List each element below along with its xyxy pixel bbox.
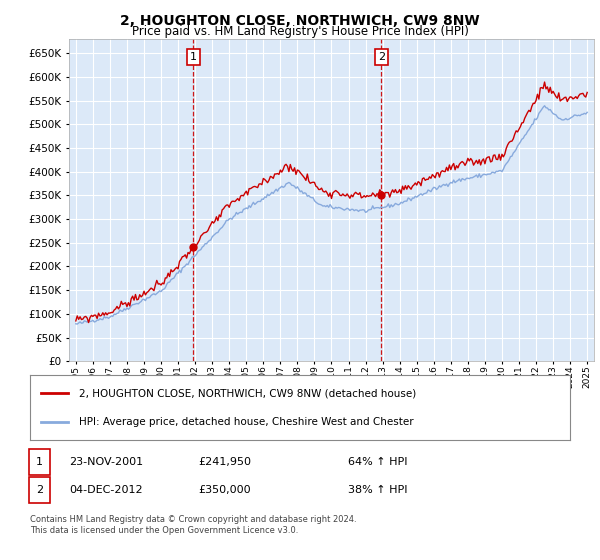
Text: 1: 1 [190, 52, 197, 62]
Text: Price paid vs. HM Land Registry's House Price Index (HPI): Price paid vs. HM Land Registry's House … [131, 25, 469, 38]
Text: 04-DEC-2012: 04-DEC-2012 [69, 485, 143, 495]
Text: £241,950: £241,950 [198, 457, 251, 467]
Text: 2, HOUGHTON CLOSE, NORTHWICH, CW9 8NW: 2, HOUGHTON CLOSE, NORTHWICH, CW9 8NW [120, 14, 480, 28]
Text: 64% ↑ HPI: 64% ↑ HPI [348, 457, 407, 467]
Text: This data is licensed under the Open Government Licence v3.0.: This data is licensed under the Open Gov… [30, 526, 298, 535]
Text: 1: 1 [36, 457, 43, 467]
Text: 2: 2 [378, 52, 385, 62]
Text: 2, HOUGHTON CLOSE, NORTHWICH, CW9 8NW (detached house): 2, HOUGHTON CLOSE, NORTHWICH, CW9 8NW (d… [79, 388, 416, 398]
Text: 38% ↑ HPI: 38% ↑ HPI [348, 485, 407, 495]
Text: 2: 2 [36, 485, 43, 495]
Text: Contains HM Land Registry data © Crown copyright and database right 2024.: Contains HM Land Registry data © Crown c… [30, 515, 356, 524]
Text: £350,000: £350,000 [198, 485, 251, 495]
Text: HPI: Average price, detached house, Cheshire West and Chester: HPI: Average price, detached house, Ches… [79, 417, 413, 427]
Text: 23-NOV-2001: 23-NOV-2001 [69, 457, 143, 467]
